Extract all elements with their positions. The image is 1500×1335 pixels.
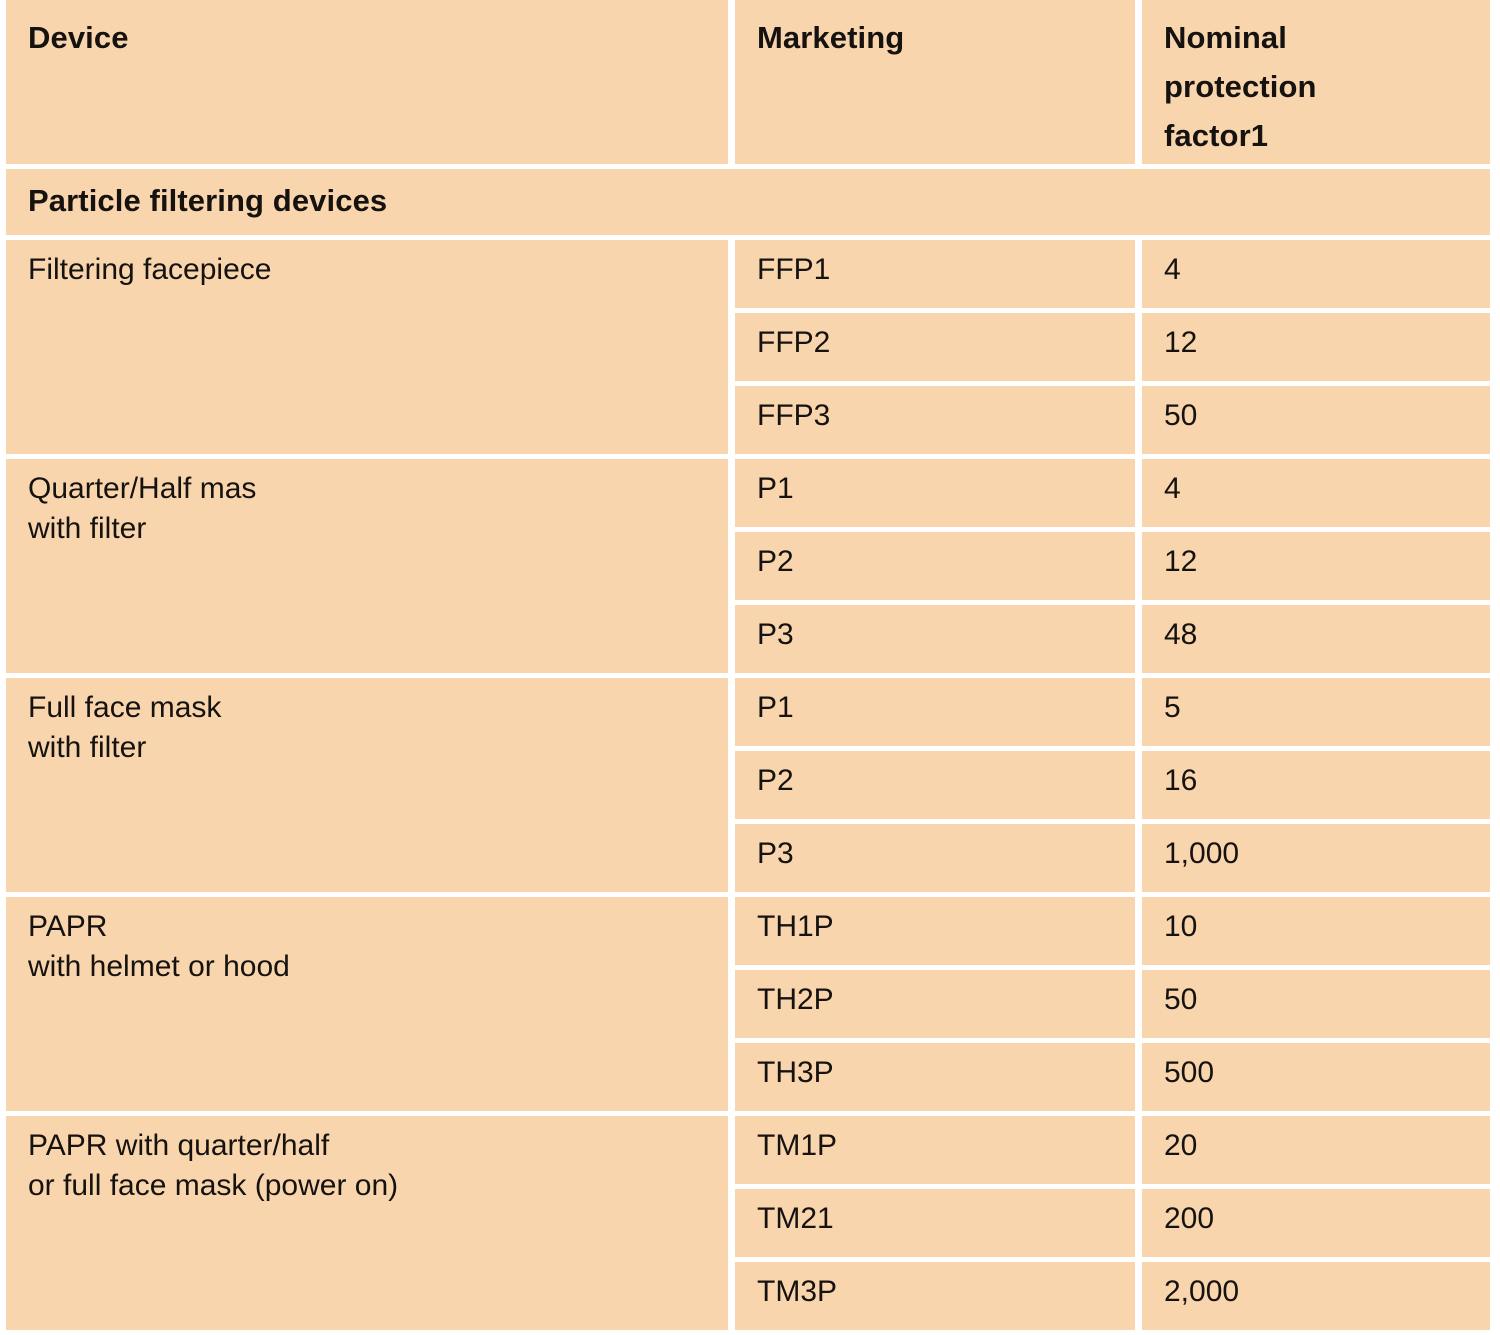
npf-value: 5 xyxy=(1142,678,1490,751)
marketing-value: TH3P xyxy=(735,1043,1142,1116)
marketing-value: P3 xyxy=(735,605,1142,678)
npf-value: 1,000 xyxy=(1142,824,1490,897)
table-row: P2 16 xyxy=(6,751,1490,824)
column-header-marketing: Marketing xyxy=(735,0,1142,169)
table-row: P3 48 xyxy=(6,605,1490,678)
device-group-cell: PAPR with quarter/half or full face mask… xyxy=(6,1116,735,1335)
marketing-value: FFP3 xyxy=(735,386,1142,459)
npf-value: 20 xyxy=(1142,1116,1490,1189)
marketing-value: FFP2 xyxy=(735,313,1142,386)
npf-value: 10 xyxy=(1142,897,1490,970)
npf-header-line-3-footnote: factor1 xyxy=(1164,117,1269,153)
npf-value: 16 xyxy=(1142,751,1490,824)
table-row: P3 1,000 xyxy=(6,824,1490,897)
npf-value: 500 xyxy=(1142,1043,1490,1116)
table-row: TH3P 500 xyxy=(6,1043,1490,1116)
device-name-line-1: PAPR xyxy=(28,910,108,943)
npf-value: 50 xyxy=(1142,386,1490,459)
table-row: PAPR with helmet or hood TH1P 10 xyxy=(6,897,1490,1116)
section-title-particle-filtering-devices: Particle filtering devices xyxy=(6,169,1490,240)
device-name-line-2: with helmet or hood xyxy=(28,949,290,983)
column-header-device: Device xyxy=(6,0,735,169)
npf-value: 50 xyxy=(1142,970,1490,1043)
device-name-line-1: PAPR with quarter/half xyxy=(28,1129,330,1162)
marketing-value: P2 xyxy=(735,532,1142,605)
device-name-line-1: Filtering facepiece xyxy=(28,253,272,286)
marketing-value: P2 xyxy=(735,751,1142,824)
marketing-value: TH1P xyxy=(735,897,1142,970)
table-row: Full face mask with filter P1 5 xyxy=(6,678,1490,897)
marketing-value: TH2P xyxy=(735,970,1142,1043)
device-name-line-2: with filter xyxy=(28,511,147,545)
device-group-cell: Full face mask with filter xyxy=(6,678,735,897)
table-row: TH2P 50 xyxy=(6,970,1490,1043)
npf-header-line-1: Nominal xyxy=(1164,20,1287,55)
table-row: Quarter/Half mas with filter P1 4 xyxy=(6,459,1490,678)
column-header-marketing-label: Marketing xyxy=(757,20,905,55)
table-row: PAPR with quarter/half or full face mask… xyxy=(6,1116,1490,1335)
npf-value: 4 xyxy=(1142,459,1490,532)
marketing-value: TM3P xyxy=(735,1262,1142,1335)
section-header-row: Particle filtering devices xyxy=(6,169,1490,240)
npf-value: 48 xyxy=(1142,605,1490,678)
column-header-device-label: Device xyxy=(28,20,129,55)
npf-header-line-2: protection xyxy=(1164,68,1317,104)
device-group-cell: Quarter/Half mas with filter xyxy=(6,459,735,678)
device-name-line-2: or full face mask (power on) xyxy=(28,1168,399,1202)
marketing-value: TM1P xyxy=(735,1116,1142,1189)
npf-value: 12 xyxy=(1142,313,1490,386)
npf-value: 4 xyxy=(1142,240,1490,313)
device-name-line-1: Full face mask xyxy=(28,691,222,724)
table-row: Filtering facepiece FFP1 4 xyxy=(6,240,1490,459)
npf-value: 2,000 xyxy=(1142,1262,1490,1335)
device-protection-factor-table: Device Marketing Nominal protection fact… xyxy=(6,0,1490,1335)
marketing-value: FFP1 xyxy=(735,240,1142,313)
device-name-line-2: with filter xyxy=(28,730,147,764)
marketing-value: P1 xyxy=(735,459,1142,532)
npf-value: 12 xyxy=(1142,532,1490,605)
respiratory-protection-table: Device Marketing Nominal protection fact… xyxy=(6,0,1490,1335)
table-header-row: Device Marketing Nominal protection fact… xyxy=(6,0,1490,169)
marketing-value: P1 xyxy=(735,678,1142,751)
device-group-cell: PAPR with helmet or hood xyxy=(6,897,735,1116)
table-row: FFP3 50 xyxy=(6,386,1490,459)
marketing-value: P3 xyxy=(735,824,1142,897)
column-header-nominal-protection-factor: Nominal protection factor1 xyxy=(1142,0,1490,169)
device-group-cell: Filtering facepiece xyxy=(6,240,735,459)
npf-value: 200 xyxy=(1142,1189,1490,1262)
marketing-value: TM21 xyxy=(735,1189,1142,1262)
table-row: P2 12 xyxy=(6,532,1490,605)
device-name-line-1: Quarter/Half mas xyxy=(28,472,257,505)
table-row: FFP2 12 xyxy=(6,313,1490,386)
